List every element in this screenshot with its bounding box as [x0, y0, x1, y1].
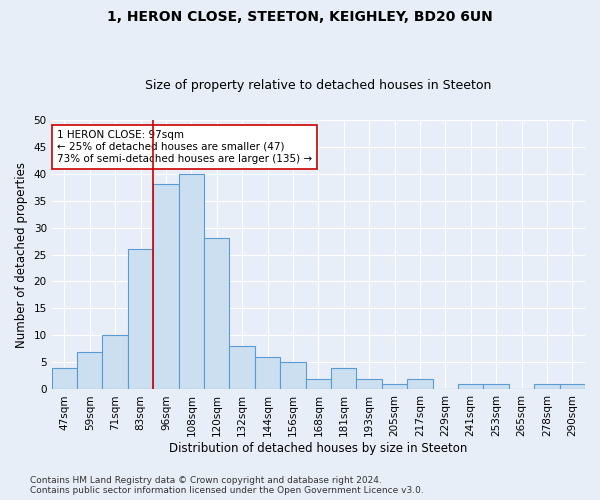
Bar	[179, 174, 204, 390]
Bar	[484, 384, 509, 390]
Bar	[331, 368, 356, 390]
Text: 1 HERON CLOSE: 97sqm
← 25% of detached houses are smaller (47)
73% of semi-detac: 1 HERON CLOSE: 97sqm ← 25% of detached h…	[57, 130, 312, 164]
Bar	[103, 336, 128, 390]
Bar	[128, 249, 153, 390]
Bar	[305, 378, 331, 390]
Bar	[52, 368, 77, 390]
Title: Size of property relative to detached houses in Steeton: Size of property relative to detached ho…	[145, 79, 491, 92]
Bar	[280, 362, 305, 390]
Y-axis label: Number of detached properties: Number of detached properties	[15, 162, 28, 348]
Bar	[458, 384, 484, 390]
Bar	[382, 384, 407, 390]
Bar	[560, 384, 585, 390]
Bar	[153, 184, 179, 390]
Text: 1, HERON CLOSE, STEETON, KEIGHLEY, BD20 6UN: 1, HERON CLOSE, STEETON, KEIGHLEY, BD20 …	[107, 10, 493, 24]
Bar	[229, 346, 255, 390]
Text: Contains HM Land Registry data © Crown copyright and database right 2024.
Contai: Contains HM Land Registry data © Crown c…	[30, 476, 424, 495]
Bar	[77, 352, 103, 390]
X-axis label: Distribution of detached houses by size in Steeton: Distribution of detached houses by size …	[169, 442, 467, 455]
Bar	[407, 378, 433, 390]
Bar	[204, 238, 229, 390]
Bar	[356, 378, 382, 390]
Bar	[534, 384, 560, 390]
Bar	[255, 357, 280, 390]
